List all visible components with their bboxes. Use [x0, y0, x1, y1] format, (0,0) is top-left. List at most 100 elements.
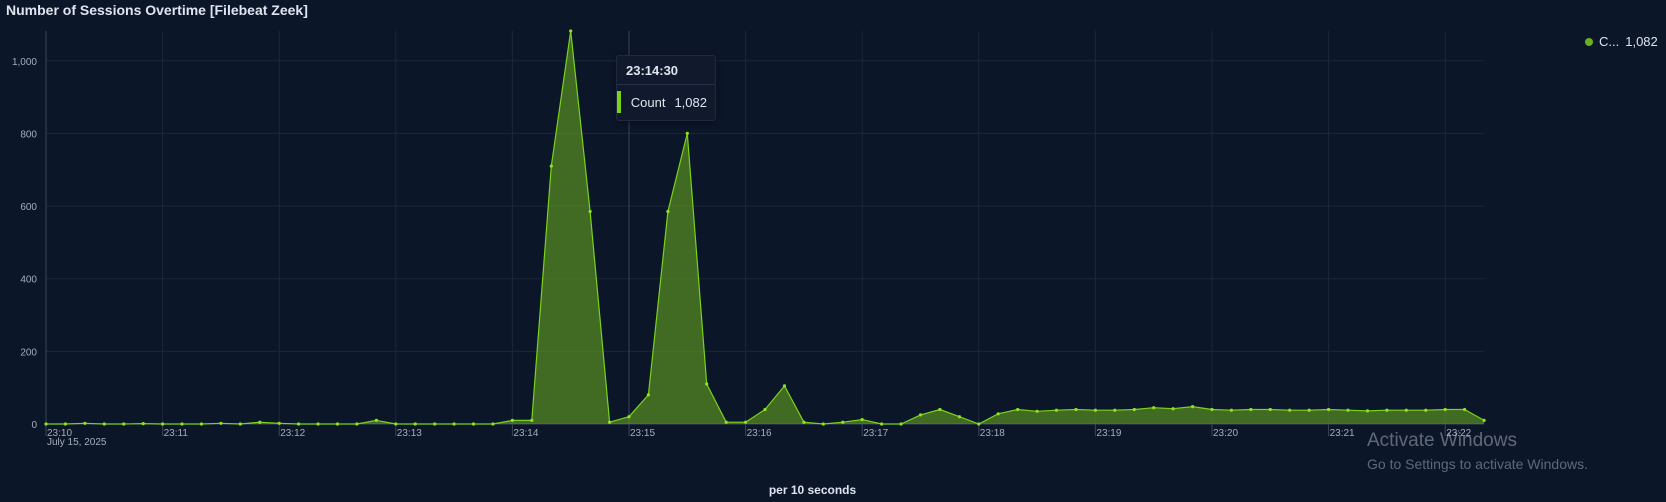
- legend-swatch: [1585, 37, 1593, 46]
- data-point: [569, 29, 573, 33]
- data-point: [666, 209, 670, 214]
- data-point: [1268, 407, 1272, 412]
- data-point: [1171, 407, 1175, 411]
- legend[interactable]: C... 1,082: [1585, 34, 1658, 49]
- data-point: [219, 421, 223, 425]
- data-point: [957, 415, 962, 419]
- x-tick-label: 23:14: [513, 428, 538, 439]
- data-point: [821, 422, 825, 426]
- data-point: [413, 422, 417, 426]
- data-point: [335, 422, 340, 426]
- data-point: [394, 422, 398, 426]
- data-point: [549, 164, 553, 168]
- data-point: [1210, 407, 1214, 412]
- x-tick-label: 23:10: [47, 428, 72, 439]
- x-axis-title: per 10 seconds: [768, 483, 857, 497]
- data-point: [841, 420, 845, 424]
- data-point: [44, 422, 48, 426]
- data-point: [1307, 408, 1311, 412]
- data-point: [180, 422, 184, 426]
- data-point: [1327, 407, 1331, 412]
- data-point: [1229, 408, 1233, 412]
- data-point: [83, 421, 87, 425]
- activate-windows-watermark: Activate Windows Go to Settings to activ…: [1367, 430, 1588, 472]
- data-point: [297, 422, 301, 426]
- data-point: [355, 422, 359, 426]
- data-point: [1365, 409, 1370, 413]
- data-point: [996, 412, 1000, 416]
- x-tick-label: 23:17: [863, 428, 888, 439]
- tooltip-label: Count: [630, 94, 666, 110]
- chart-title: Number of Sessions Overtime [Filebeat Ze…: [6, 2, 308, 18]
- tooltip-swatch: [617, 91, 621, 113]
- data-point: [938, 407, 942, 412]
- data-point: [588, 209, 592, 214]
- watermark-title: Activate Windows: [1367, 430, 1517, 451]
- data-point: [122, 422, 126, 426]
- data-point: [724, 420, 728, 424]
- x-tick-label: 23:22: [1446, 428, 1471, 439]
- data-point: [880, 422, 884, 426]
- data-point: [1035, 409, 1039, 413]
- data-point: [258, 420, 262, 424]
- data-point: [374, 418, 378, 422]
- data-point: [977, 422, 981, 426]
- data-point: [1288, 408, 1292, 412]
- data-point: [1385, 408, 1389, 412]
- data-point: [782, 384, 787, 388]
- data-point: [238, 422, 242, 426]
- tooltip-row: Count 1,082: [617, 85, 715, 120]
- y-tick-label: 600: [20, 202, 37, 213]
- y-tick-label: 800: [20, 129, 37, 140]
- data-point: [802, 420, 806, 424]
- x-tick-label: 23:21: [1330, 428, 1355, 439]
- tooltip-time: 23:14:30: [617, 56, 715, 85]
- data-point: [1424, 408, 1428, 412]
- data-point: [1443, 407, 1447, 412]
- data-point: [1152, 406, 1156, 410]
- x-tick-label: 23:18: [980, 428, 1005, 439]
- data-point: [141, 422, 145, 426]
- data-point: [433, 422, 437, 426]
- series-line: [46, 30, 1485, 425]
- data-point: [199, 422, 204, 426]
- x-tick-label: 23:12: [280, 428, 305, 439]
- x-tick-label: 23:20: [1213, 428, 1238, 439]
- data-point: [627, 415, 631, 419]
- data-point: [1249, 407, 1253, 412]
- data-point: [1404, 408, 1408, 412]
- data-point: [1132, 407, 1136, 412]
- y-tick-label: 400: [20, 275, 37, 286]
- x-tick-label: 23:13: [397, 428, 422, 439]
- data-point: [316, 422, 320, 426]
- data-point: [1074, 407, 1078, 412]
- data-point: [1054, 408, 1059, 412]
- y-tick-label: 1,000: [12, 57, 37, 68]
- data-point: [1016, 407, 1020, 412]
- legend-value: 1,082: [1625, 34, 1658, 49]
- data-point: [161, 422, 165, 426]
- y-tick-label: 200: [20, 347, 37, 358]
- data-point: [918, 413, 923, 417]
- series-count: [46, 30, 1485, 425]
- x-tick-date-label: July 15, 2025: [47, 437, 107, 448]
- grid-lines: [45, 31, 1484, 425]
- data-point: [899, 422, 903, 426]
- data-point: [1093, 408, 1097, 412]
- legend-label: C...: [1599, 34, 1620, 49]
- y-tick-label: 0: [31, 420, 37, 431]
- tooltip-value: 1,082: [674, 94, 707, 110]
- data-point: [63, 422, 67, 426]
- data-point: [744, 420, 748, 424]
- data-point: [705, 382, 709, 386]
- x-tick-label: 23:19: [1096, 428, 1121, 439]
- x-tick-label: 23:16: [747, 428, 772, 439]
- data-point: [763, 407, 767, 412]
- x-tick-label: 23:15: [630, 428, 655, 439]
- axes: [45, 31, 1446, 436]
- data-point: [646, 393, 651, 397]
- data-point: [491, 422, 495, 426]
- data-point: [685, 131, 689, 135]
